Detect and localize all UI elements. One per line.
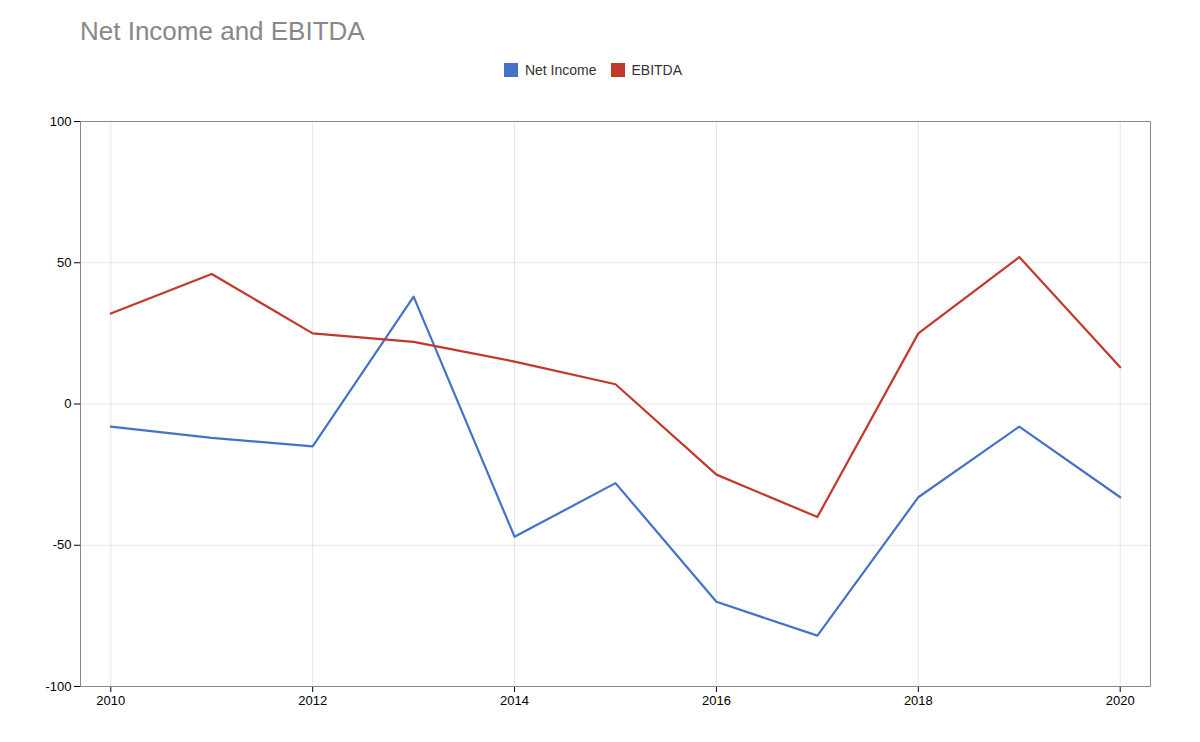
svg-text:-100: -100 [45,679,71,694]
svg-text:2016: 2016 [702,693,731,708]
svg-text:2010: 2010 [96,693,125,708]
svg-text:2012: 2012 [298,693,327,708]
svg-text:2018: 2018 [904,693,933,708]
svg-text:-50: -50 [53,537,72,552]
svg-text:2020: 2020 [1106,693,1135,708]
svg-text:0: 0 [64,396,71,411]
svg-text:100: 100 [50,114,72,129]
html-text:EBITDA: EBITDA [631,61,683,78]
html-text:Net Income: Net Income [524,61,597,78]
svg-text:2014: 2014 [500,693,529,708]
html-text:Net Income and EBITDA: Net Income and EBITDA [80,16,365,46]
svg-text:50: 50 [57,255,71,270]
